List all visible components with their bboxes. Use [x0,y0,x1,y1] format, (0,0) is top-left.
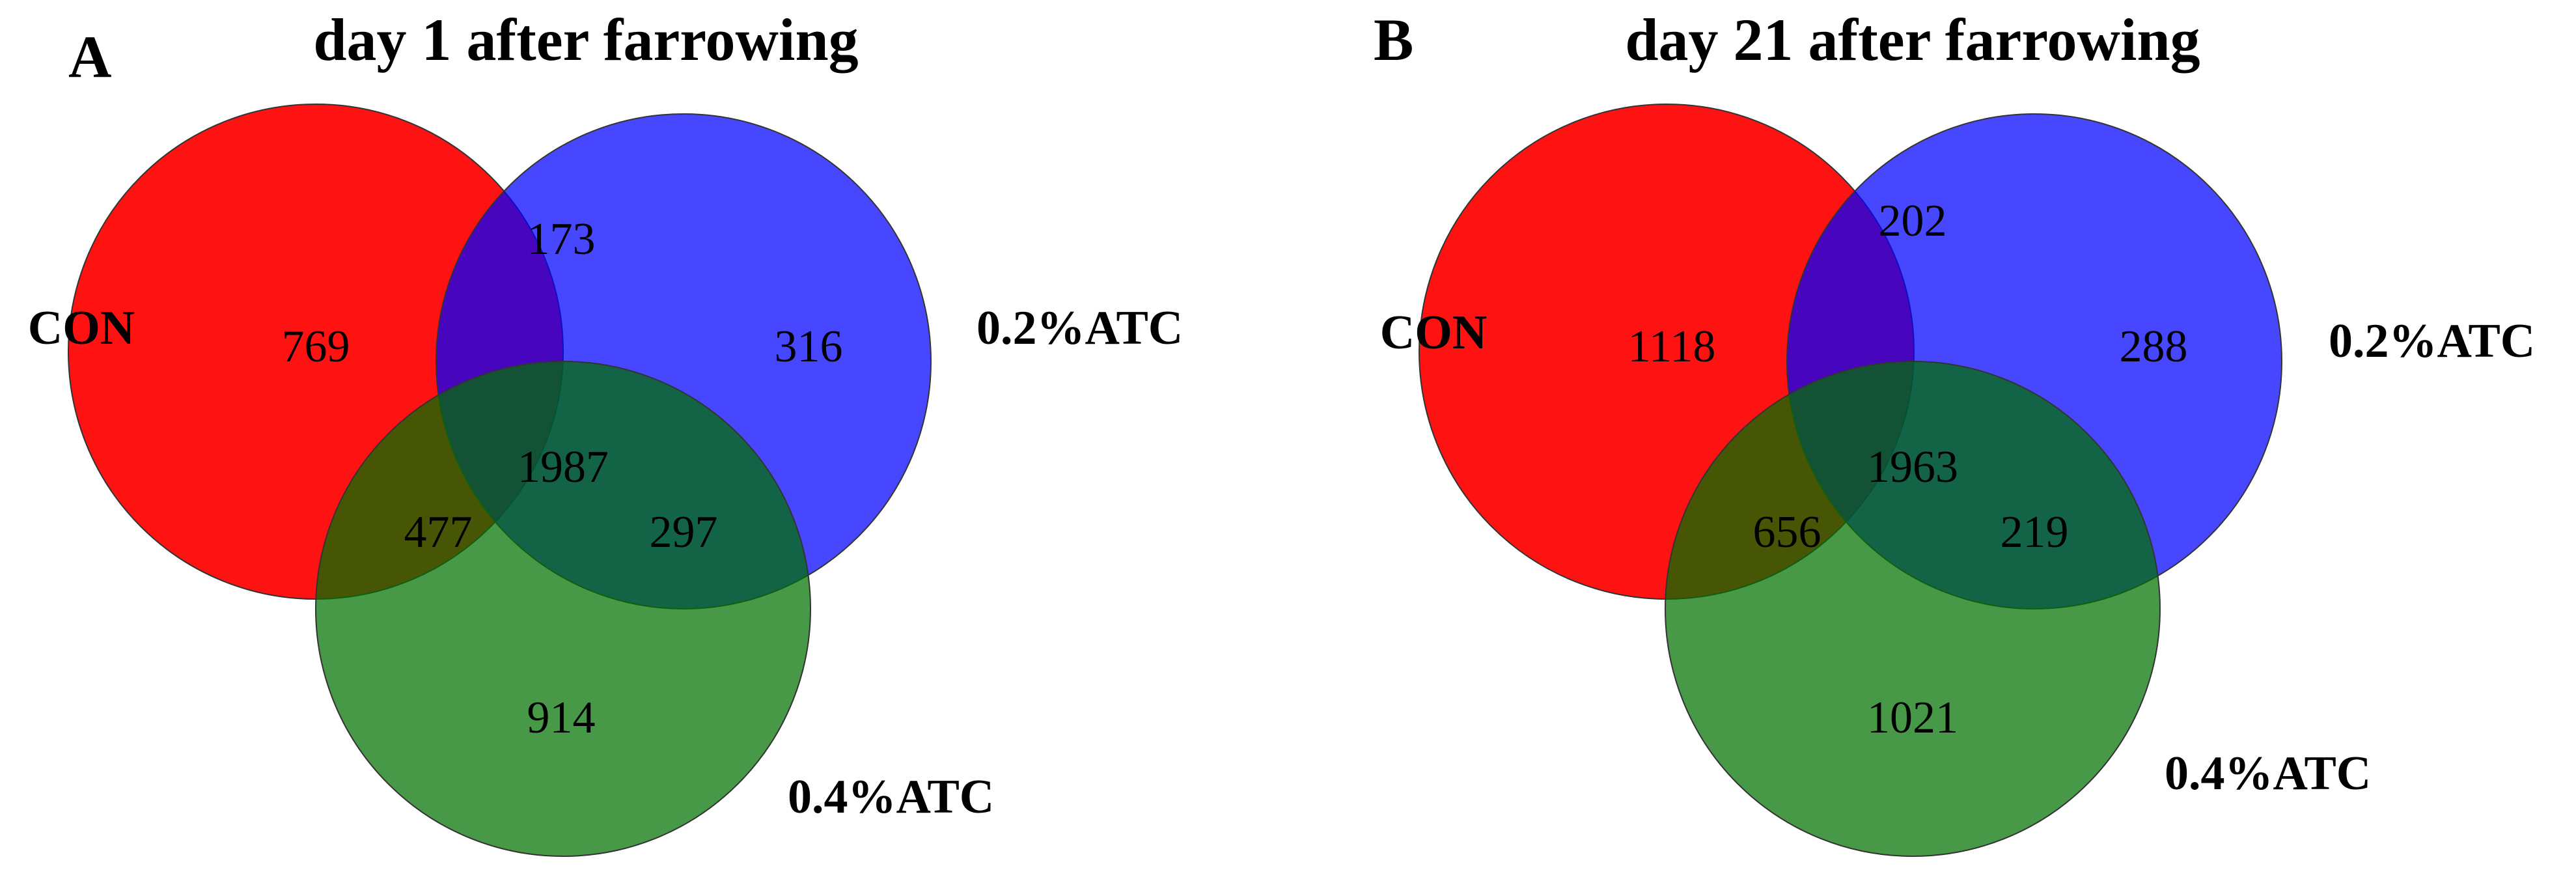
panel-b-letter: B [1374,7,1413,73]
panel-a-atc04-label: 0.4%ATC [788,770,994,824]
panel-b-count-con-only: 1118 [1628,322,1716,372]
panel-a-count-atc02-atc04: 297 [650,507,718,557]
panel-b-atc04-circle [1665,361,2161,857]
panel-b-venn [1419,104,2282,857]
panel-a-count-atc02-only: 316 [775,322,843,372]
panel-a-count-all: 1987 [518,442,609,492]
panel-b-count-all: 1963 [1867,442,1958,492]
panel-b-count-con-atc02: 202 [1879,196,1947,246]
panel-a-con-label: CON [28,301,135,355]
panel-a-count-con-only: 769 [282,322,350,372]
panel-b-count-atc02-only: 288 [2120,322,2188,372]
panel-b-title: day 21 after farrowing [1625,7,2200,73]
panel-a-count-con-atc04: 477 [404,507,473,557]
panel-b: B day 21 after farrowing CON 0.2%ATC 0.4… [1374,7,2535,857]
panel-a: A day 1 after farrowing CON 0.2%ATC 0.4%… [28,7,1183,857]
panel-a-count-atc04-only: 914 [527,693,596,743]
panel-b-count-atc02-atc04: 219 [2001,507,2069,557]
panel-b-count-con-atc04: 656 [1753,507,1821,557]
panel-b-atc04-label: 0.4%ATC [2165,747,2371,800]
panel-b-count-atc04-only: 1021 [1867,693,1958,743]
panel-a-venn [68,104,932,857]
panel-b-con-label: CON [1380,306,1487,359]
panel-b-atc02-label: 0.2%ATC [2329,315,2535,368]
panel-a-letter: A [68,23,111,90]
panel-a-atc02-label: 0.2%ATC [976,301,1183,355]
panel-a-atc04-circle [315,361,811,857]
panel-a-title: day 1 after farrowing [313,7,858,73]
panel-a-count-con-atc02: 173 [527,214,596,264]
